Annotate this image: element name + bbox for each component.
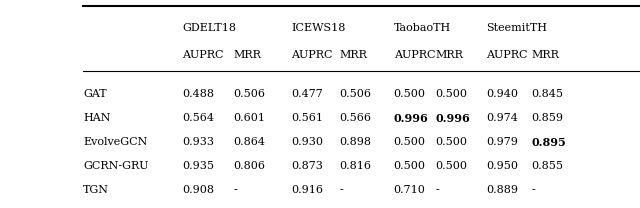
Text: 0.933: 0.933 xyxy=(182,137,214,147)
Text: GCRN-GRU: GCRN-GRU xyxy=(83,161,148,171)
Text: 0.996: 0.996 xyxy=(394,113,428,124)
Text: 0.500: 0.500 xyxy=(394,161,426,171)
Text: 0.601: 0.601 xyxy=(234,113,266,123)
Text: 0.710: 0.710 xyxy=(394,185,426,195)
Text: HAN: HAN xyxy=(83,113,111,123)
Text: -: - xyxy=(339,185,343,195)
Text: AUPRC: AUPRC xyxy=(394,50,435,60)
Text: -: - xyxy=(531,185,535,195)
Text: 0.500: 0.500 xyxy=(435,89,467,99)
Text: MRR: MRR xyxy=(234,50,262,60)
Text: MRR: MRR xyxy=(531,50,559,60)
Text: 0.566: 0.566 xyxy=(339,113,371,123)
Text: AUPRC: AUPRC xyxy=(182,50,224,60)
Text: 0.908: 0.908 xyxy=(182,185,214,195)
Text: 0.974: 0.974 xyxy=(486,113,518,123)
Text: TGN: TGN xyxy=(83,185,109,195)
Text: MRR: MRR xyxy=(339,50,367,60)
Text: AUPRC: AUPRC xyxy=(291,50,333,60)
Text: 0.950: 0.950 xyxy=(486,161,518,171)
Text: 0.500: 0.500 xyxy=(435,137,467,147)
Text: AUPRC: AUPRC xyxy=(486,50,528,60)
Text: SteemitTH: SteemitTH xyxy=(486,23,547,33)
Text: MRR: MRR xyxy=(435,50,463,60)
Text: 0.845: 0.845 xyxy=(531,89,563,99)
Text: ICEWS18: ICEWS18 xyxy=(291,23,346,33)
Text: 0.477: 0.477 xyxy=(291,89,323,99)
Text: 0.940: 0.940 xyxy=(486,89,518,99)
Text: 0.935: 0.935 xyxy=(182,161,214,171)
Text: -: - xyxy=(435,185,439,195)
Text: 0.873: 0.873 xyxy=(291,161,323,171)
Text: 0.996: 0.996 xyxy=(435,113,470,124)
Text: TaobaoTH: TaobaoTH xyxy=(394,23,451,33)
Text: 0.500: 0.500 xyxy=(435,161,467,171)
Text: 0.506: 0.506 xyxy=(339,89,371,99)
Text: -: - xyxy=(234,185,237,195)
Text: 0.979: 0.979 xyxy=(486,137,518,147)
Text: 0.564: 0.564 xyxy=(182,113,214,123)
Text: 0.806: 0.806 xyxy=(234,161,266,171)
Text: GDELT18: GDELT18 xyxy=(182,23,236,33)
Text: 0.916: 0.916 xyxy=(291,185,323,195)
Text: 0.895: 0.895 xyxy=(531,137,566,148)
Text: 0.500: 0.500 xyxy=(394,89,426,99)
Text: 0.500: 0.500 xyxy=(394,137,426,147)
Text: 0.864: 0.864 xyxy=(234,137,266,147)
Text: GAT: GAT xyxy=(83,89,107,99)
Text: 0.816: 0.816 xyxy=(339,161,371,171)
Text: 0.889: 0.889 xyxy=(486,185,518,195)
Text: 0.855: 0.855 xyxy=(531,161,563,171)
Text: 0.561: 0.561 xyxy=(291,113,323,123)
Text: 0.898: 0.898 xyxy=(339,137,371,147)
Text: 0.930: 0.930 xyxy=(291,137,323,147)
Text: 0.506: 0.506 xyxy=(234,89,266,99)
Text: 0.488: 0.488 xyxy=(182,89,214,99)
Text: EvolveGCN: EvolveGCN xyxy=(83,137,148,147)
Text: 0.859: 0.859 xyxy=(531,113,563,123)
